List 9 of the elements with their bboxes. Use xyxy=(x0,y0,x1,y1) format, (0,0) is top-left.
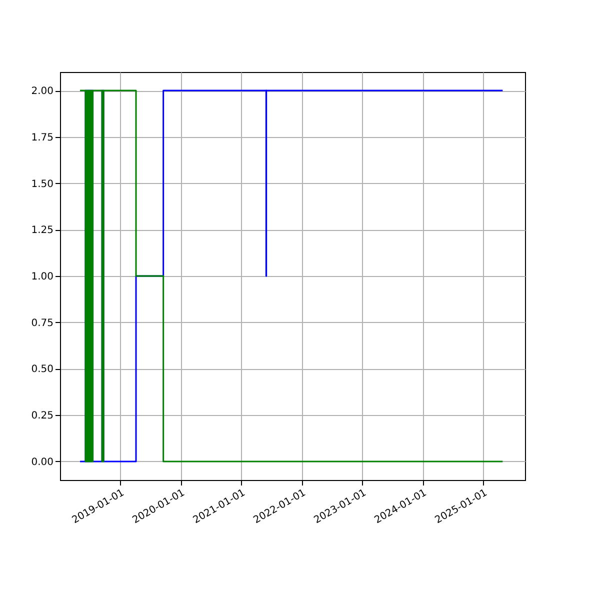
y-tick-label: 1.75 xyxy=(31,132,54,144)
y-tick-label: 0.00 xyxy=(31,456,54,468)
y-tick-label: 1.25 xyxy=(31,225,54,236)
y-tick-label: 0.75 xyxy=(31,318,54,329)
y-tick-label: 0.50 xyxy=(31,364,54,376)
y-tick-label: 1.00 xyxy=(31,272,54,282)
y-tick-label: 0.25 xyxy=(31,410,54,422)
y-tick-label: 2.00 xyxy=(31,86,54,98)
y-tick-label: 1.50 xyxy=(31,178,54,190)
